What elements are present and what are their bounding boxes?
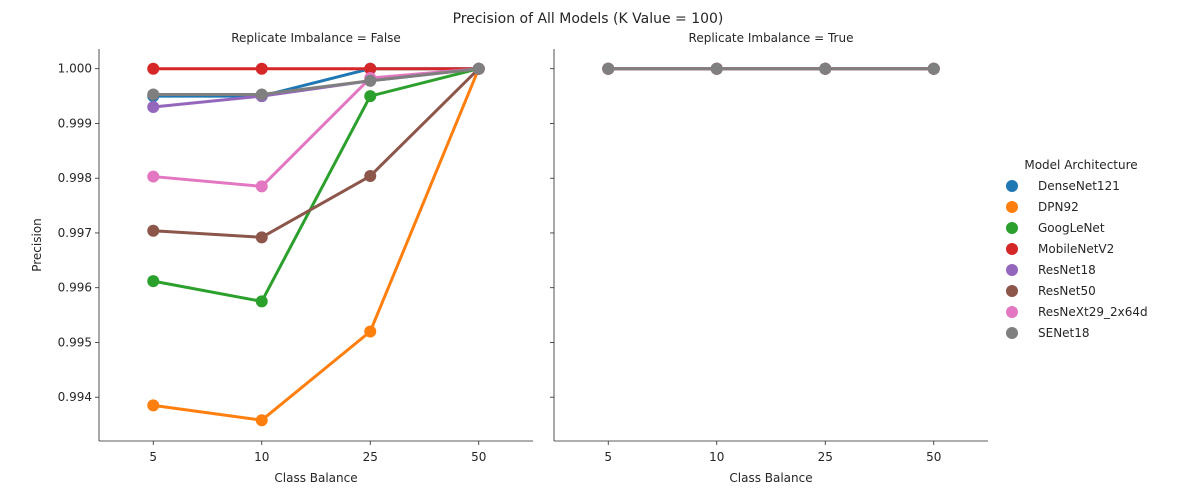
legend-label: DPN92 — [1038, 200, 1079, 214]
legend-item: ResNet18 — [1006, 263, 1096, 277]
data-point — [602, 62, 615, 75]
data-point — [255, 414, 268, 427]
series-SENet18 — [147, 62, 485, 101]
data-point — [255, 231, 268, 244]
legend-label: SENet18 — [1038, 326, 1090, 340]
data-point — [364, 74, 377, 87]
data-point — [364, 325, 377, 338]
legend-label: ResNet18 — [1038, 263, 1096, 277]
y-tick-label: 0.997 — [58, 226, 92, 240]
x-tick-label: 25 — [818, 450, 833, 464]
legend-marker — [1006, 306, 1018, 318]
y-tick-label: 0.999 — [58, 116, 92, 130]
legend-label: GoogLeNet — [1038, 221, 1105, 235]
x-tick-label: 25 — [363, 450, 378, 464]
y-axis-label: Precision — [30, 218, 44, 272]
series-line — [151, 67, 481, 239]
legend-item: MobileNetV2 — [1006, 242, 1114, 256]
panel-2: Replicate Imbalance = True 5 10 25 50 Class B… — [550, 31, 988, 485]
data-point — [147, 399, 160, 412]
legend-items: DenseNet121 DPN92 GoogLeNet MobileNetV2 ResN… — [1006, 179, 1148, 340]
x-tick-label: 10 — [254, 450, 269, 464]
data-point — [472, 62, 485, 75]
data-point — [819, 62, 832, 75]
data-point — [710, 62, 723, 75]
data-point — [927, 62, 940, 75]
x-tick-label: 50 — [926, 450, 941, 464]
data-point — [364, 90, 377, 103]
legend-marker — [1006, 222, 1018, 234]
legend-label: ResNeXt29_2x64d — [1038, 305, 1148, 319]
legend-item: ResNet50 — [1006, 284, 1096, 298]
data-point — [147, 88, 160, 101]
y-tick-label: 0.998 — [58, 171, 92, 185]
panel-title: Replicate Imbalance = False — [231, 31, 401, 45]
data-point — [255, 295, 268, 308]
y-tick-label: 1.000 — [58, 62, 92, 76]
legend: Model Architecture DenseNet121 DPN92 GoogL… — [1006, 158, 1148, 340]
legend-item: GoogLeNet — [1006, 221, 1105, 235]
series-ResNet50 — [147, 62, 485, 244]
y-tick-label: 0.994 — [58, 390, 92, 404]
data-point — [147, 62, 160, 75]
legend-item: DenseNet121 — [1006, 179, 1120, 193]
y-tick-label: 0.996 — [58, 281, 92, 295]
x-tick-label: 50 — [471, 450, 486, 464]
panel-title: Replicate Imbalance = True — [689, 31, 854, 45]
x-tick-label: 5 — [604, 450, 612, 464]
data-point — [255, 180, 268, 193]
legend-item: DPN92 — [1006, 200, 1079, 214]
legend-marker — [1006, 180, 1018, 192]
legend-marker — [1006, 243, 1018, 255]
data-point — [255, 62, 268, 75]
series-SENet18 — [602, 62, 940, 75]
data-point — [255, 88, 268, 101]
x-tick-label: 10 — [709, 450, 724, 464]
data-point — [147, 170, 160, 183]
panel-1: Replicate Imbalance = False 0.994 0.995 0.9… — [30, 31, 533, 485]
series-line — [151, 67, 481, 303]
chart-title: Precision of All Models (K Value = 100) — [453, 11, 724, 27]
legend-item: ResNeXt29_2x64d — [1006, 305, 1148, 319]
legend-label: ResNet50 — [1038, 284, 1096, 298]
x-axis-label: Class Balance — [274, 471, 357, 485]
series-line — [151, 67, 481, 96]
legend-marker — [1006, 201, 1018, 213]
legend-item: SENet18 — [1006, 326, 1090, 340]
series-line — [151, 67, 481, 422]
legend-label: MobileNetV2 — [1038, 242, 1114, 256]
data-point — [364, 170, 377, 183]
panels-layer: Replicate Imbalance = False 0.994 0.995 0.9… — [30, 31, 988, 485]
data-point — [147, 101, 160, 114]
data-point — [147, 275, 160, 288]
legend-label: DenseNet121 — [1038, 179, 1120, 193]
y-tick-label: 0.995 — [58, 335, 92, 349]
legend-marker — [1006, 327, 1018, 339]
x-axis-label: Class Balance — [729, 471, 812, 485]
legend-marker — [1006, 264, 1018, 276]
data-point — [147, 224, 160, 237]
data-point — [364, 62, 377, 75]
x-tick-label: 5 — [149, 450, 157, 464]
legend-title: Model Architecture — [1024, 158, 1137, 172]
legend-marker — [1006, 285, 1018, 297]
